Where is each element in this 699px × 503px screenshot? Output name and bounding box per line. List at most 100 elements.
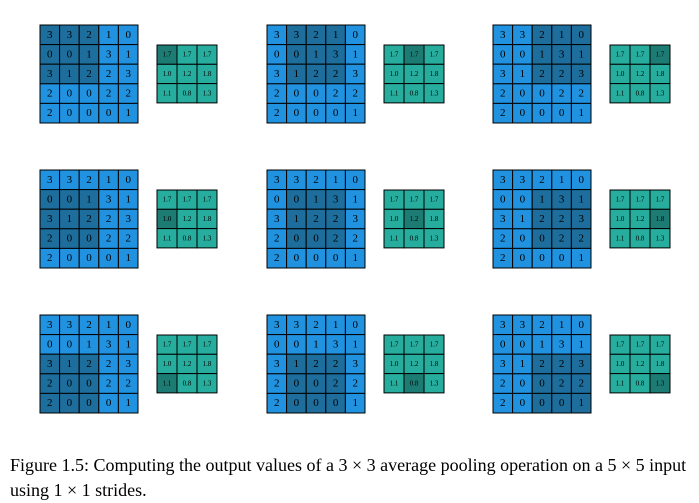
input-value: 0 [294,193,300,205]
output-value: 1.8 [430,215,439,223]
output-value: 1.7 [636,196,645,204]
input-cell [570,392,592,414]
input-value: 0 [86,397,92,409]
input-value: 0 [559,252,565,264]
output-value: 1.1 [616,234,625,242]
output-value: 1.1 [390,379,399,387]
output-value: 1.3 [656,379,665,387]
output-value: 1.7 [410,51,419,59]
input-value: 2 [559,378,565,390]
input-cell [117,392,139,414]
input-value: 1 [578,193,584,205]
input-value: 1 [352,252,358,264]
input-value: 1 [352,48,358,60]
input-value: 2 [106,213,112,225]
input-value: 0 [500,48,506,60]
input-value: 0 [559,107,565,119]
input-value: 1 [352,107,358,119]
input-value: 0 [274,338,280,350]
input-value: 1 [578,252,584,264]
input-value: 2 [539,319,545,331]
input-value: 2 [500,88,506,100]
output-value: 1.7 [616,196,625,204]
input-value: 0 [559,397,565,409]
input-value: 0 [313,233,319,245]
input-value: 2 [333,213,339,225]
input-value: 2 [500,107,506,119]
input-value: 2 [47,233,53,245]
output-value: 1.8 [656,70,665,78]
input-value: 0 [333,397,339,409]
input-value: 2 [352,88,358,100]
input-value: 0 [47,338,53,350]
input-value: 0 [578,319,584,331]
output-value: 1.7 [163,341,172,349]
input-value: 0 [333,252,339,264]
input-value: 2 [47,378,53,390]
input-value: 0 [67,48,73,60]
input-value: 3 [352,358,358,370]
figure-caption: Figure 1.5: Computing the output values … [10,455,687,500]
output-value: 1.7 [203,341,212,349]
output-value: 1.7 [183,341,192,349]
input-value: 1 [520,68,526,80]
input-value: 3 [520,174,526,186]
input-value: 1 [352,338,358,350]
input-value: 0 [274,193,280,205]
input-value: 2 [106,358,112,370]
input-value: 1 [125,193,131,205]
output-value: 1.7 [656,51,665,59]
input-value: 0 [86,107,92,119]
input-value: 0 [125,29,131,41]
output-value: 1.1 [163,379,172,387]
input-value: 3 [47,174,53,186]
input-value: 1 [578,338,584,350]
input-value: 1 [352,397,358,409]
input-value: 0 [539,397,545,409]
output-cell [649,373,671,394]
output-cell [196,228,218,249]
input-value: 2 [559,213,565,225]
output-value: 1.0 [163,360,172,368]
output-value: 1.8 [656,215,665,223]
input-value: 3 [578,213,584,225]
input-value: 0 [67,397,73,409]
output-value: 1.7 [390,341,399,349]
input-value: 0 [520,233,526,245]
output-value: 1.7 [616,51,625,59]
output-value: 1.8 [656,360,665,368]
output-value: 1.2 [636,360,645,368]
input-value: 0 [500,338,506,350]
input-value: 0 [352,174,358,186]
input-value: 1 [578,397,584,409]
input-value: 1 [520,358,526,370]
input-value: 0 [86,88,92,100]
input-value: 2 [125,88,131,100]
input-value: 1 [313,48,319,60]
input-value: 2 [559,233,565,245]
input-cell [570,102,592,124]
input-value: 2 [333,68,339,80]
input-value: 2 [86,174,92,186]
output-value: 1.7 [163,196,172,204]
input-value: 3 [106,338,112,350]
input-value: 1 [539,48,545,60]
input-value: 3 [500,213,506,225]
output-value: 1.0 [390,70,399,78]
input-value: 0 [294,378,300,390]
input-value: 2 [313,68,319,80]
output-value: 1.7 [203,51,212,59]
output-value: 1.8 [203,360,212,368]
input-value: 0 [294,107,300,119]
input-value: 0 [578,29,584,41]
input-value: 0 [313,397,319,409]
output-value: 1.1 [616,379,625,387]
input-value: 1 [352,193,358,205]
input-value: 2 [333,88,339,100]
input-value: 0 [67,193,73,205]
input-value: 0 [86,378,92,390]
output-value: 1.1 [390,234,399,242]
input-value: 2 [559,358,565,370]
input-value: 0 [274,48,280,60]
input-value: 3 [500,358,506,370]
